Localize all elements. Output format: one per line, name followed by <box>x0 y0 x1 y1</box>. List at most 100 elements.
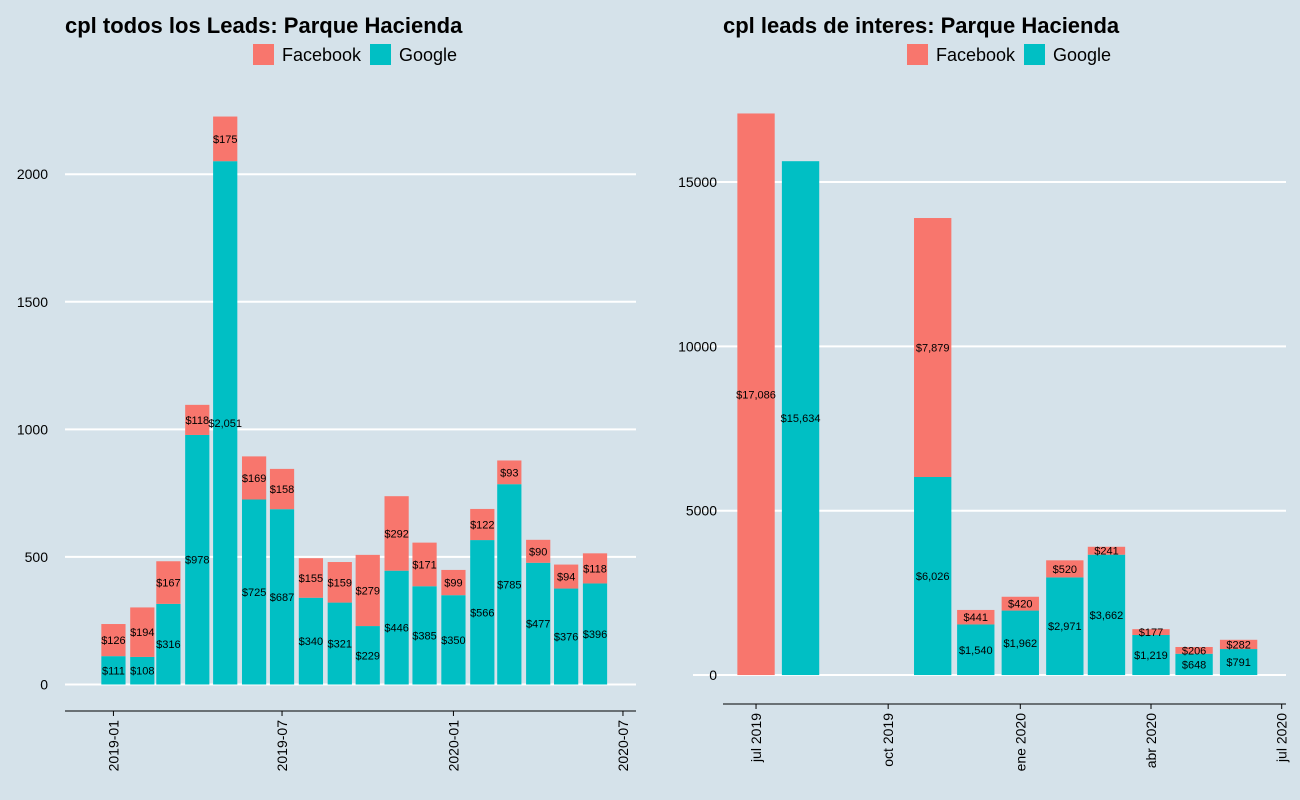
x-tick-label: 2020-07 <box>615 720 631 772</box>
bar-google <box>441 595 466 685</box>
data-label-google: $566 <box>470 607 494 619</box>
data-label-google: $6,026 <box>916 571 950 583</box>
data-label-facebook: $17,086 <box>736 389 776 401</box>
data-label-google: $229 <box>355 650 379 662</box>
legend-label-google: Google <box>399 45 457 65</box>
data-label-facebook: $118 <box>185 415 209 427</box>
bar-google <box>914 476 952 676</box>
bar-google <box>412 586 437 685</box>
bar-facebook <box>185 404 210 435</box>
bar-facebook <box>441 569 466 596</box>
bar-google <box>298 597 324 685</box>
bar-facebook <box>1001 596 1039 611</box>
data-label-google: $350 <box>441 635 465 647</box>
bar-google <box>1001 610 1039 676</box>
data-label-facebook: $169 <box>242 473 266 485</box>
y-tick-label: 0 <box>709 667 717 683</box>
y-tick-label: 0 <box>40 676 48 692</box>
x-tick-label: oct 2019 <box>880 713 896 767</box>
bar-google <box>384 570 409 685</box>
data-label-facebook: $194 <box>130 627 154 639</box>
data-label-facebook: $420 <box>1008 599 1032 611</box>
bar-facebook <box>241 456 267 500</box>
bar-google <box>101 656 126 685</box>
data-label-facebook: $93 <box>500 467 518 479</box>
bar-google <box>1219 649 1258 676</box>
data-label-google: $446 <box>384 623 408 635</box>
data-label-facebook: $177 <box>1139 627 1163 639</box>
data-label-facebook: $282 <box>1226 639 1250 651</box>
bar-google <box>1087 554 1126 676</box>
bar-facebook <box>1219 639 1258 650</box>
bar-facebook <box>1175 646 1213 654</box>
data-label-google: $1,540 <box>959 645 993 657</box>
legend-label-facebook: Facebook <box>282 45 362 65</box>
bar-facebook <box>156 561 181 604</box>
bar-google <box>957 624 995 676</box>
bar-google <box>781 161 820 676</box>
data-label-google: $316 <box>156 639 180 651</box>
data-label-google: $687 <box>270 592 294 604</box>
chart-title: cpl todos los Leads: Parque Hacienda <box>65 13 463 38</box>
data-label-google: $725 <box>242 587 266 599</box>
x-tick-label: 2019-01 <box>105 720 121 772</box>
bar-facebook <box>470 508 495 541</box>
legend-label-facebook: Facebook <box>936 45 1016 65</box>
data-label-google: $785 <box>497 579 521 591</box>
data-label-google: $978 <box>185 555 209 567</box>
data-label-facebook: $171 <box>412 559 436 571</box>
data-label-google: $396 <box>583 629 607 641</box>
bar-google <box>213 161 238 685</box>
bar-google <box>526 562 551 685</box>
data-label-google: $1,219 <box>1134 650 1168 662</box>
y-tick-label: 1500 <box>17 294 48 310</box>
data-label-google: $108 <box>130 666 154 678</box>
bar-facebook <box>497 460 522 485</box>
y-tick-label: 1000 <box>17 421 48 437</box>
bar-facebook <box>582 553 608 584</box>
data-label-facebook: $520 <box>1053 564 1077 576</box>
bar-google <box>497 484 522 685</box>
chart-panel-interest-leads: cpl leads de interes: Parque Hacienda Fa… <box>678 13 1290 771</box>
legend-swatch-google <box>370 44 391 65</box>
data-label-facebook: $94 <box>557 572 575 584</box>
chart-panel-all-leads: cpl todos los Leads: Parque Hacienda Fac… <box>17 13 636 771</box>
bar-facebook <box>298 558 324 598</box>
bar-facebook <box>1087 546 1126 555</box>
data-label-google: $15,634 <box>781 413 821 425</box>
data-label-facebook: $441 <box>964 612 988 624</box>
bar-facebook <box>526 539 551 563</box>
bar-google <box>327 602 352 685</box>
x-tick-label: 2020-01 <box>445 720 461 772</box>
bar-facebook <box>213 116 238 162</box>
data-label-facebook: $7,879 <box>916 343 950 355</box>
y-tick-label: 10000 <box>678 338 717 354</box>
bar-facebook <box>737 113 775 676</box>
data-label-facebook: $118 <box>583 563 607 575</box>
bar-facebook <box>554 564 579 589</box>
data-label-google: $2,051 <box>208 418 242 430</box>
bar-facebook <box>355 554 380 627</box>
x-tick-label: ene 2020 <box>1012 713 1028 772</box>
legend-swatch-facebook <box>907 44 928 65</box>
data-label-facebook: $159 <box>328 577 352 589</box>
data-label-facebook: $122 <box>470 520 494 532</box>
y-tick-label: 500 <box>25 549 49 565</box>
data-label-google: $385 <box>412 630 436 642</box>
data-label-google: $2,971 <box>1048 621 1082 633</box>
bar-google <box>269 509 295 685</box>
bar-google <box>470 540 495 685</box>
bar-google <box>130 656 155 685</box>
bar-google <box>241 499 267 685</box>
y-tick-label: 5000 <box>686 503 717 519</box>
data-label-facebook: $241 <box>1094 546 1118 558</box>
bar-google <box>554 588 579 685</box>
bar-google <box>185 434 210 685</box>
bar-facebook <box>412 542 437 587</box>
data-label-google: $648 <box>1182 659 1206 671</box>
data-label-facebook: $292 <box>384 528 408 540</box>
bar-facebook <box>269 468 295 510</box>
bar-facebook <box>101 624 126 657</box>
data-label-google: $111 <box>102 665 125 677</box>
legend: Facebook Google <box>907 44 1111 65</box>
